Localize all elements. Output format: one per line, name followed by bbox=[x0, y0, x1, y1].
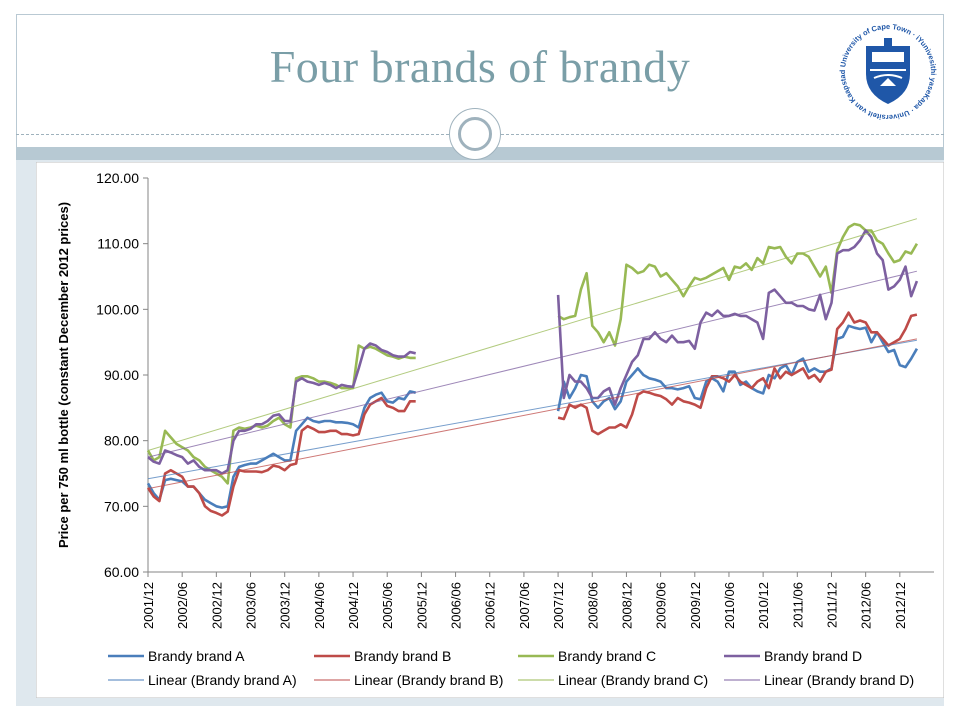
legend-label: Brandy brand A bbox=[148, 648, 245, 664]
x-tick-label: 2010/12 bbox=[756, 582, 771, 629]
y-tick-label: 60.00 bbox=[104, 564, 139, 580]
legend-label: Linear (Brandy brand B) bbox=[354, 672, 503, 688]
series-path bbox=[557, 311, 918, 436]
series-path bbox=[146, 396, 416, 517]
series-path bbox=[146, 344, 416, 485]
x-tick-label: 2004/12 bbox=[346, 582, 361, 629]
trendline-path bbox=[147, 270, 918, 458]
x-tick-label: 2009/12 bbox=[688, 582, 703, 629]
series-path bbox=[557, 222, 919, 347]
x-tick-label: 2003/06 bbox=[244, 582, 259, 629]
legend-label: Brandy brand B bbox=[354, 648, 451, 664]
x-tick-label: 2012/06 bbox=[859, 582, 874, 629]
x-tick-label: 2005/06 bbox=[380, 582, 395, 629]
series-trendline-brand-c bbox=[147, 218, 918, 451]
x-tick-label: 2004/06 bbox=[312, 582, 327, 629]
x-tick-label: 2012/12 bbox=[893, 582, 908, 629]
legend-label: Linear (Brandy brand A) bbox=[148, 672, 297, 688]
x-tick-label: 2005/12 bbox=[414, 582, 429, 629]
series-line-brand-c bbox=[146, 222, 919, 485]
x-tick-label: 2009/06 bbox=[654, 582, 669, 629]
x-tick-label: 2006/12 bbox=[483, 582, 498, 629]
legend-item: Brandy brand A bbox=[108, 648, 245, 664]
x-tick-label: 2010/06 bbox=[722, 582, 737, 629]
legend-item: Linear (Brandy brand D) bbox=[724, 672, 914, 688]
x-tick-label: 2001/12 bbox=[141, 582, 156, 629]
slide-title: Four brands of brandy bbox=[269, 41, 691, 92]
series-line-brand-b bbox=[146, 311, 918, 517]
x-axis-ticks: 2001/12 2002/06 2002/12 2003/06 2003/12 2004/… bbox=[141, 572, 908, 629]
legend-item: Brandy brand C bbox=[518, 648, 656, 664]
trendline-path bbox=[147, 218, 918, 451]
legend-item: Linear (Brandy brand A) bbox=[108, 672, 297, 688]
legend-label: Linear (Brandy brand C) bbox=[558, 672, 708, 688]
university-crest-logo: · University of Cape Town · iYunivesithi… bbox=[836, 20, 940, 124]
y-tick-label: 90.00 bbox=[104, 367, 139, 383]
trendline-path bbox=[147, 339, 917, 480]
legend-label: Brandy brand D bbox=[764, 648, 862, 664]
trendline-path bbox=[147, 338, 917, 490]
series-trendline-brand-d bbox=[147, 270, 918, 458]
x-tick-label: 2002/06 bbox=[175, 582, 190, 629]
x-tick-label: 2011/06 bbox=[790, 582, 805, 628]
series-trendline-brand-a bbox=[147, 339, 917, 480]
legend-label: Brandy brand C bbox=[558, 648, 656, 664]
x-tick-label: 2006/06 bbox=[449, 582, 464, 629]
legend-item: Brandy brand D bbox=[724, 648, 862, 664]
x-tick-label: 2011/12 bbox=[824, 582, 839, 628]
x-tick-label: 2007/06 bbox=[517, 582, 532, 629]
legend-item: Brandy brand B bbox=[314, 648, 451, 664]
series-path bbox=[147, 342, 416, 475]
legend-label: Linear (Brandy brand D) bbox=[764, 672, 914, 688]
y-tick-label: 120.00 bbox=[96, 170, 139, 186]
y-tick-label: 80.00 bbox=[104, 433, 139, 449]
ring-ornament-icon bbox=[449, 108, 501, 160]
x-tick-label: 2008/06 bbox=[585, 582, 600, 629]
y-tick-label: 110.00 bbox=[97, 236, 139, 252]
y-axis-label: Price per 750 ml bottle (constant Decemb… bbox=[56, 202, 71, 548]
x-tick-label: 2008/12 bbox=[619, 582, 634, 629]
x-tick-label: 2002/12 bbox=[209, 582, 224, 629]
chart-panel: 60.00 70.00 80.00 90.00 100.00 110.00 120.00 2… bbox=[16, 160, 944, 706]
chart-legend: Brandy brand A Brandy brand B Brandy brand… bbox=[108, 648, 914, 688]
chart-area bbox=[36, 162, 944, 698]
y-tick-label: 100.00 bbox=[96, 301, 139, 317]
legend-item: Linear (Brandy brand B) bbox=[314, 672, 503, 688]
x-tick-label: 2003/12 bbox=[278, 582, 293, 629]
x-tick-label: 2007/12 bbox=[551, 582, 566, 629]
y-tick-label: 70.00 bbox=[104, 498, 139, 514]
legend-item: Linear (Brandy brand C) bbox=[518, 672, 708, 688]
y-axis-ticks: 60.00 70.00 80.00 90.00 100.00 110.00 120.00 bbox=[96, 170, 148, 580]
price-line-chart: 60.00 70.00 80.00 90.00 100.00 110.00 120.00 2… bbox=[36, 162, 944, 698]
series-trendline-brand-b bbox=[147, 338, 917, 490]
series-layer bbox=[146, 218, 919, 517]
